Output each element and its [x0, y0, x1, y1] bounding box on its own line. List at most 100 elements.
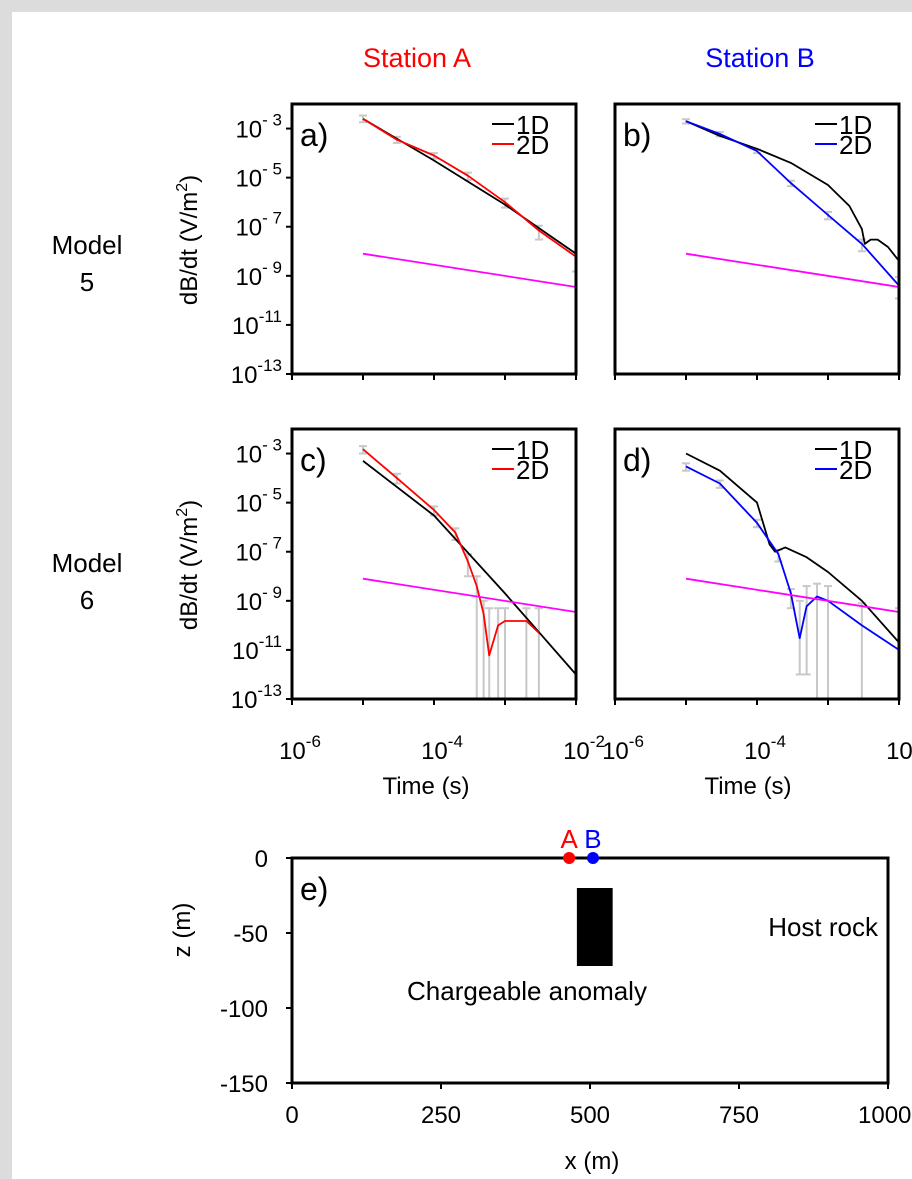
- plot-area: [682, 454, 903, 700]
- y-tick-label: 10-13: [231, 681, 282, 714]
- x-tick-label: 1000: [858, 1102, 911, 1129]
- x-tick-label: 750: [719, 1102, 759, 1129]
- y-tick-label: -150: [220, 1071, 268, 1098]
- x-tick-label: 250: [421, 1102, 461, 1129]
- tick-exp: -6: [629, 732, 644, 751]
- y-tick-label: -100: [220, 996, 268, 1023]
- y-tick-label: 10- 7: [235, 534, 282, 567]
- series-line-noise: [686, 579, 899, 612]
- y-tick-label: 10- 9: [235, 583, 282, 616]
- chargeable-anomaly-block: [577, 888, 613, 966]
- ylabel-model-5: dB/dt (V/m2): [174, 175, 203, 305]
- panel-b: b) 1D2D: [615, 104, 903, 380]
- y-tick-label: 10- 3: [235, 111, 282, 144]
- tick-base: 10: [235, 540, 262, 567]
- x-tick-label: 500: [570, 1102, 610, 1129]
- legend-label-2d: 2D: [516, 130, 549, 160]
- xlabel-x: x (m): [565, 1148, 620, 1175]
- tick-exp: -13: [257, 681, 282, 700]
- x-tick-label: 10-2: [886, 732, 912, 765]
- x-tick-label: 10-2: [563, 732, 605, 765]
- tick-exp: -11: [259, 307, 282, 326]
- xlabel-time-right: Time (s): [704, 773, 791, 800]
- x-tick-label: 0: [285, 1102, 298, 1129]
- panel-label: b): [623, 117, 651, 153]
- legend-label-2d: 2D: [516, 455, 549, 485]
- ylabel-main: dB/dt (V/m: [176, 192, 203, 305]
- tick-base: 10: [235, 215, 262, 242]
- tick-exp: -4: [771, 732, 786, 751]
- tick-exp: - 9: [262, 258, 282, 277]
- tick-base: 10: [602, 738, 629, 765]
- station-b-title: Station B: [705, 43, 815, 73]
- tick-base: 10: [235, 589, 262, 616]
- tick-exp: - 3: [262, 436, 282, 455]
- series-line-noise: [363, 579, 576, 612]
- figure-svg: Station A Station B Model 5 Model 6 dB/d…: [12, 12, 912, 1179]
- panel-label: e): [300, 871, 328, 907]
- y-tick-label: 10-11: [232, 632, 282, 665]
- ylabel-sup: 2: [174, 508, 191, 517]
- x-tick-label: 10-4: [421, 732, 463, 765]
- tick-exp: - 5: [262, 160, 282, 179]
- tick-base: 10: [231, 687, 258, 714]
- x-tick-label: 10-6: [602, 732, 644, 765]
- station-label-a: A: [560, 824, 578, 854]
- panel-label: a): [300, 117, 328, 153]
- y-tick-label: -50: [233, 921, 268, 948]
- tick-exp: - 7: [262, 534, 282, 553]
- series-line-noise: [363, 254, 576, 287]
- panel-label: d): [623, 442, 651, 478]
- tick-base: 10: [231, 362, 258, 389]
- ylabel-z: z (m): [169, 903, 196, 958]
- ylabel-main: dB/dt (V/m: [176, 517, 203, 630]
- y-tick-label: 10- 9: [235, 258, 282, 291]
- series-line-noise: [686, 254, 899, 287]
- tick-base: 10: [563, 738, 590, 765]
- tick-base: 10: [235, 117, 262, 144]
- panel-d: d)1D2D10-610-410-2: [602, 429, 912, 765]
- tick-base: 10: [279, 738, 306, 765]
- tick-base: 10: [235, 264, 262, 291]
- tick-base: 10: [886, 738, 912, 765]
- y-tick-label: 10- 7: [235, 209, 282, 242]
- tick-base: 10: [421, 738, 448, 765]
- row-label-model-6-line1: Model: [52, 548, 123, 578]
- x-tick-label: 10-4: [744, 732, 786, 765]
- host-rock-label: Host rock: [768, 912, 879, 942]
- y-tick-label: 10- 5: [235, 160, 282, 193]
- row-label-model-5-line1: Model: [52, 230, 123, 260]
- ylabel-sup: 2: [174, 183, 191, 192]
- tick-exp: -6: [306, 732, 321, 751]
- row-label-model-5-line2: 5: [80, 267, 94, 297]
- y-tick-label: 10- 3: [235, 436, 282, 469]
- figure: Station A Station B Model 5 Model 6 dB/d…: [12, 12, 912, 1179]
- tick-exp: - 5: [262, 485, 282, 504]
- tick-base: 10: [235, 491, 262, 518]
- tick-exp: -11: [259, 632, 282, 651]
- tick-base: 10: [232, 638, 259, 665]
- ylabel-model-6: dB/dt (V/m2): [174, 500, 203, 630]
- tick-exp: - 7: [262, 209, 282, 228]
- panel-e: e) A B Host rock Chargeable anomaly 0 -50 -100 -…: [169, 824, 911, 1175]
- x-tick-label: 10-6: [279, 732, 321, 765]
- panel-label: c): [300, 442, 327, 478]
- series-line-2d: [686, 466, 899, 650]
- station-a-title: Station A: [363, 43, 471, 73]
- xlabel-time-left: Time (s): [382, 773, 469, 800]
- tick-exp: - 3: [262, 111, 282, 130]
- ylabel-close: ): [176, 500, 203, 508]
- station-label-b: B: [584, 824, 601, 854]
- y-tick-label: 10-11: [232, 307, 282, 340]
- y-tick-label: 0: [255, 846, 268, 873]
- tick-base: 10: [232, 313, 259, 340]
- y-tick-label: 10- 5: [235, 485, 282, 518]
- tick-exp: -13: [257, 356, 282, 375]
- row-label-model-6-line2: 6: [80, 585, 94, 615]
- tick-base: 10: [235, 166, 262, 193]
- tick-base: 10: [235, 442, 262, 469]
- ylabel-close: ): [176, 175, 203, 183]
